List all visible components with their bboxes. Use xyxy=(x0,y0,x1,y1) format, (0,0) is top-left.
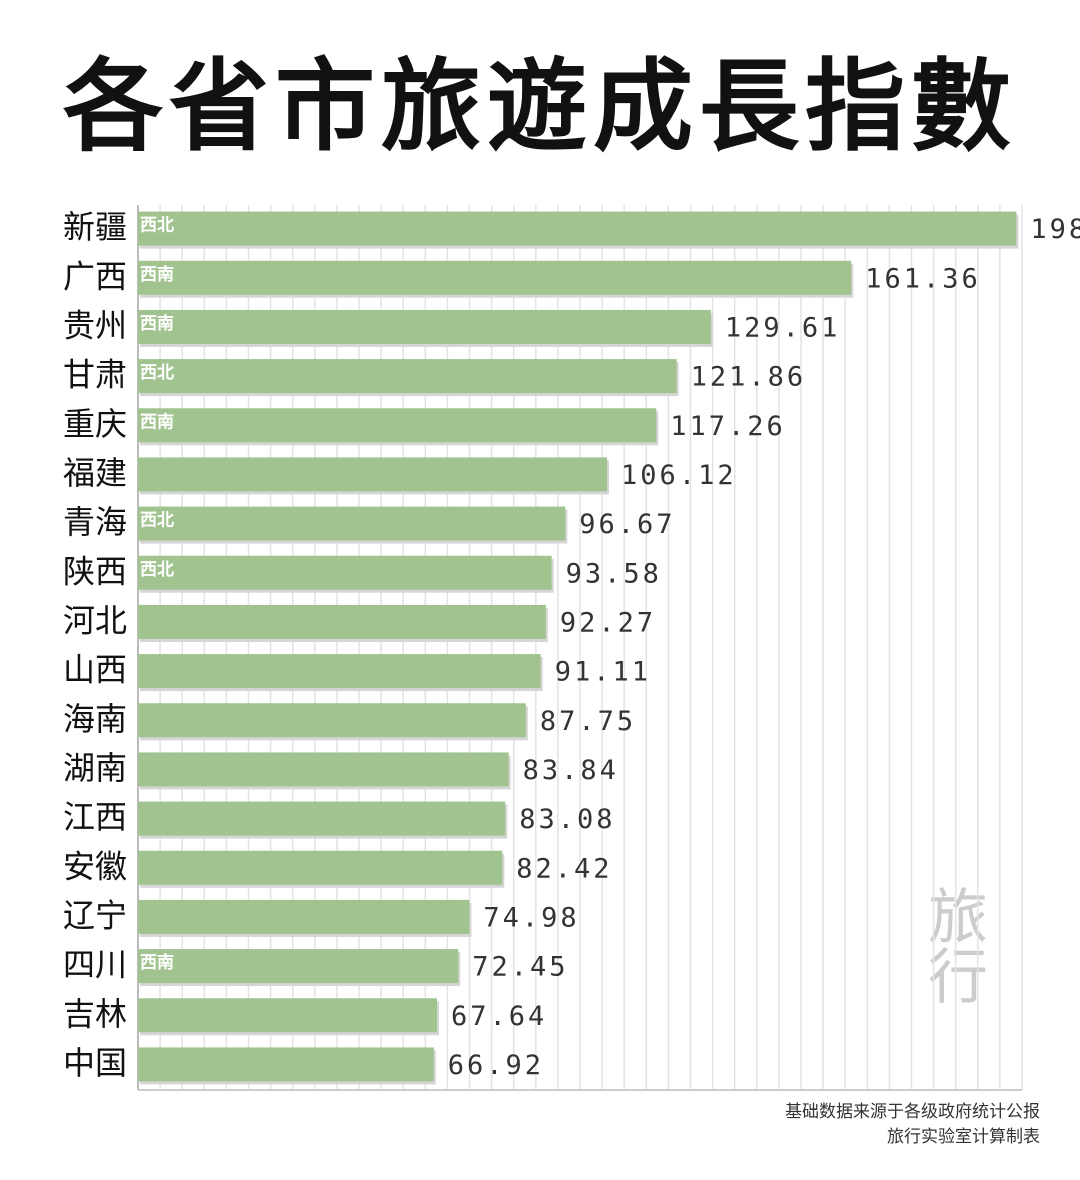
bar xyxy=(138,309,711,344)
category-label: 广西 xyxy=(63,257,127,295)
bar xyxy=(138,555,552,590)
watermark: 旅行 xyxy=(917,885,987,1005)
value-label: 198.72 xyxy=(1030,214,1080,245)
category-label: 海南 xyxy=(63,700,127,738)
category-label: 重庆 xyxy=(63,405,127,443)
category-label: 山西 xyxy=(63,651,127,689)
bar xyxy=(138,654,541,689)
category-label: 江西 xyxy=(63,798,127,836)
value-label: 91.11 xyxy=(555,657,651,688)
region-label: 西南 xyxy=(140,411,174,432)
category-label: 贵州 xyxy=(63,306,127,344)
value-label: 67.64 xyxy=(451,1001,547,1032)
region-label: 西南 xyxy=(140,313,174,334)
bar xyxy=(138,604,546,639)
value-label: 82.42 xyxy=(516,853,612,884)
bar xyxy=(138,899,470,934)
region-label: 西北 xyxy=(140,363,174,383)
bar xyxy=(138,850,503,885)
bar xyxy=(138,211,1017,246)
bar xyxy=(138,801,506,836)
value-label: 74.98 xyxy=(483,902,579,933)
bar xyxy=(138,506,566,541)
category-label: 湖南 xyxy=(63,749,127,787)
bar xyxy=(138,359,677,394)
source-note: 基础数据来源于各级政府统计公报 xyxy=(785,1102,1040,1122)
category-label: 安徽 xyxy=(63,847,127,885)
bar xyxy=(138,949,459,984)
region-label: 西南 xyxy=(140,952,174,973)
value-label: 106.12 xyxy=(621,460,737,491)
value-label: 72.45 xyxy=(472,952,568,983)
category-label: 辽宁 xyxy=(63,896,127,934)
category-label: 甘肃 xyxy=(63,356,127,394)
category-label: 陕西 xyxy=(63,552,127,590)
category-label: 四川 xyxy=(63,946,127,984)
region-label: 西南 xyxy=(140,264,174,285)
category-label: 吉林 xyxy=(63,995,127,1033)
bar xyxy=(138,752,509,787)
value-label: 121.86 xyxy=(691,362,807,393)
category-label: 新疆 xyxy=(63,208,127,246)
value-label: 161.36 xyxy=(865,263,981,294)
category-label: 河北 xyxy=(63,601,127,639)
bar xyxy=(138,260,852,295)
value-label: 129.61 xyxy=(725,312,841,343)
value-label: 92.27 xyxy=(560,607,656,638)
region-label: 西北 xyxy=(140,560,174,580)
value-label: 83.08 xyxy=(519,804,615,835)
category-label: 青海 xyxy=(63,503,127,541)
value-label: 66.92 xyxy=(448,1050,544,1081)
bar xyxy=(138,457,608,492)
value-label: 117.26 xyxy=(670,411,786,442)
source-note: 旅行实验室计算制表 xyxy=(887,1127,1040,1147)
category-label: 福建 xyxy=(63,454,127,492)
bar xyxy=(138,998,437,1033)
region-label: 西北 xyxy=(140,511,174,531)
value-label: 96.67 xyxy=(579,509,675,540)
region-label: 西北 xyxy=(140,216,174,236)
value-label: 87.75 xyxy=(540,706,636,737)
category-label: 中国 xyxy=(63,1044,127,1082)
chart-title: 各省市旅遊成長指數 xyxy=(63,47,1017,165)
bar xyxy=(138,1047,434,1082)
bar xyxy=(138,408,657,443)
bar xyxy=(138,703,526,738)
value-label: 93.58 xyxy=(566,558,662,589)
value-label: 83.84 xyxy=(523,755,619,786)
